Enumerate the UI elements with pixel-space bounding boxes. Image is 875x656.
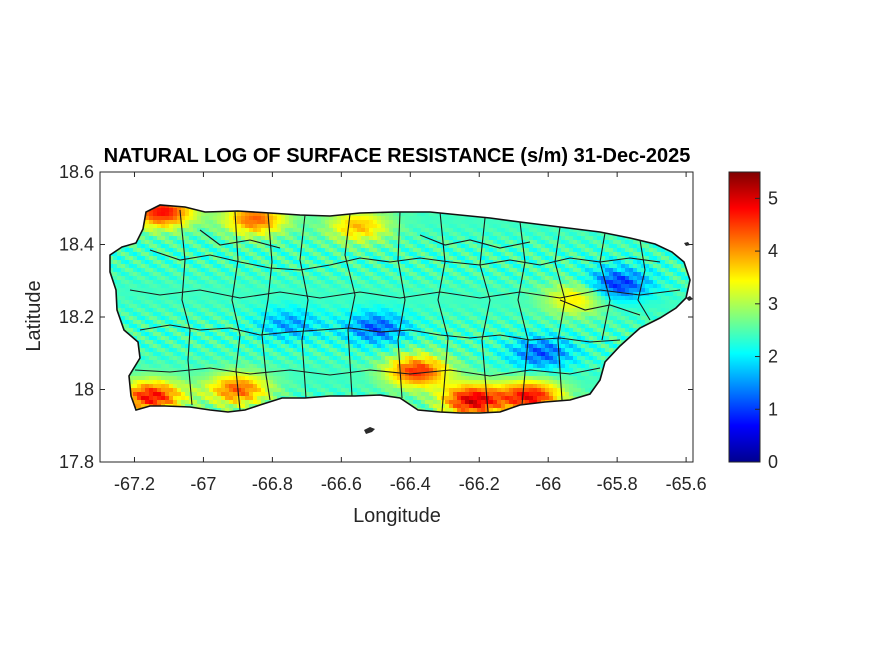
colorbar — [728, 171, 761, 463]
island-coastline — [109, 204, 691, 414]
y-tick-label: 18.2 — [59, 307, 94, 327]
x-tick-label: -66.4 — [390, 474, 431, 494]
caja-de-muertos-island — [364, 427, 375, 434]
y-tick-label: 17.8 — [59, 452, 94, 472]
x-axis: -67.2 -67 -66.8 -66.6 -66.4 -66.2 -66 -65.8 -65.… — [114, 172, 707, 494]
x-tick-label: -66.6 — [321, 474, 362, 494]
x-tick-label: -66 — [535, 474, 561, 494]
colorbar-tick-label: 0 — [768, 452, 778, 472]
y-axis-label: Latitude — [23, 280, 45, 351]
x-tick-label: -65.6 — [666, 474, 707, 494]
y-tick-label: 18.6 — [59, 162, 94, 182]
y-tick-label: 18 — [74, 380, 94, 400]
x-tick-label: -66.8 — [252, 474, 293, 494]
y-tick-label: 18.4 — [59, 235, 94, 255]
x-tick-label: -67 — [190, 474, 216, 494]
x-tick-label: -66.2 — [459, 474, 500, 494]
x-axis-label: Longitude — [353, 505, 441, 527]
colorbar-tick-label: 1 — [768, 399, 778, 419]
colorbar-ticks: 0 1 2 3 4 5 — [755, 188, 778, 472]
colorbar-tick-label: 4 — [768, 241, 778, 261]
map-title: NATURAL LOG OF SURFACE RESISTANCE (s/m) … — [104, 145, 691, 167]
colorbar-tick-label: 2 — [768, 347, 778, 367]
x-tick-label: -67.2 — [114, 474, 155, 494]
colorbar-tick-label: 5 — [768, 188, 778, 208]
y-axis: 17.8 18 18.2 18.4 18.6 — [59, 162, 693, 472]
municipality-boundaries — [129, 209, 681, 413]
colorbar-tick-label: 3 — [768, 294, 778, 314]
x-tick-label: -65.8 — [597, 474, 638, 494]
